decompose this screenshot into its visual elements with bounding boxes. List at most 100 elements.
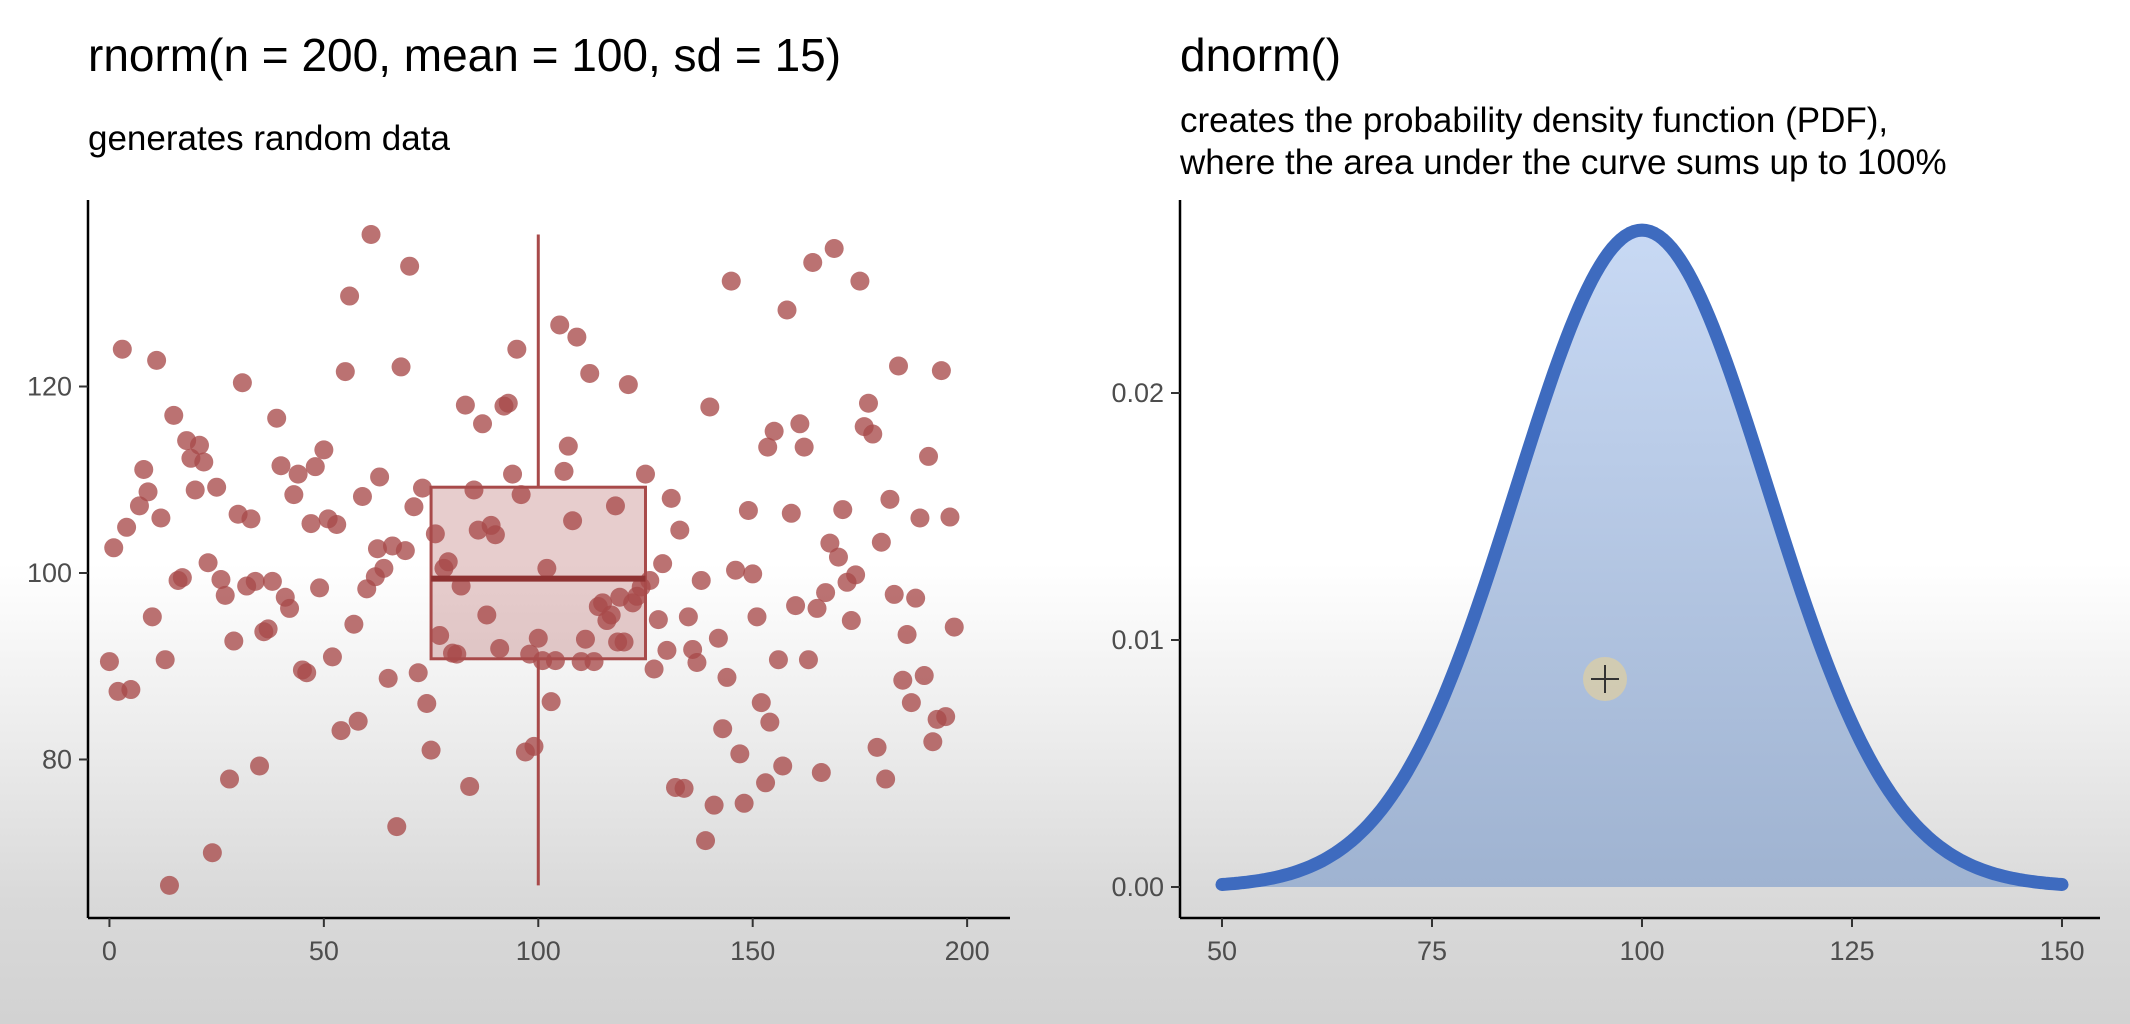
scatter-point [340,286,360,306]
scatter-point [284,485,304,505]
scatter-point [112,339,132,359]
scatter-point [404,497,424,517]
scatter-point [756,773,776,793]
scatter-point [305,457,325,477]
left-x-tick-label: 50 [309,936,339,966]
scatter-point [919,446,939,466]
scatter-point [608,632,628,652]
scatter-point [524,736,544,756]
scatter-point [807,598,827,618]
scatter-point [653,554,673,574]
scatter-point [648,610,668,630]
scatter-point [408,663,428,683]
scatter-point [117,517,137,537]
scatter-point [262,571,282,591]
scatter-point [764,421,784,441]
scatter-point [889,356,909,376]
scatter-point [430,625,450,645]
scatter-point [511,485,531,505]
scatter-point [507,339,527,359]
scatter-point [863,424,883,444]
scatter-point [211,570,231,590]
scatter-point [327,514,347,534]
scatter-point [734,793,754,813]
scatter-point [678,607,698,627]
scatter-point [833,500,853,520]
scatter-point [159,875,179,895]
scatter-point [134,459,154,479]
scatter-point [455,395,475,415]
scatter-point [425,524,445,544]
scatter-point [786,596,806,616]
scatter-point [215,585,235,605]
scatter-point [897,625,917,645]
scatter-point [438,552,458,572]
scatter-point [580,363,600,383]
scatter-point [768,650,788,670]
scatter-point [876,769,896,789]
scatter-point [661,488,681,508]
scatter-point [575,629,595,649]
scatter-point [567,327,587,347]
scatter-point [906,588,926,608]
scatter-point [944,617,964,637]
scatter-point [378,668,398,688]
scatter-point [901,693,921,713]
scatter-point [936,707,956,727]
scatter-point [940,507,960,527]
scatter-point [910,508,930,528]
scatter-point [773,756,793,776]
right-y-tick-label: 0.02 [1111,378,1164,408]
scatter-point [464,480,484,500]
scatter-point [99,652,119,672]
scatter-point [584,652,604,672]
left-y-tick-label: 100 [27,558,72,588]
scatter-point [142,607,162,627]
right-chart-title: dnorm() [1180,29,1342,81]
scatter-point [670,520,690,540]
scatter-point [387,817,407,837]
scatter-point [297,663,317,683]
scatter-point [717,667,737,687]
scatter-point [867,737,887,757]
left-x-tick-label: 200 [945,936,990,966]
scatter-point [803,252,823,272]
right-chart-subtitle-line2: where the area under the curve sums up t… [1180,143,1947,182]
scatter-point [258,619,278,639]
scatter-point [537,558,557,578]
scatter-point [554,461,574,481]
scatter-point [412,478,432,498]
scatter-point [931,361,951,381]
scatter-point [657,640,677,660]
scatter-point [400,256,420,276]
scatter-point [121,680,141,700]
density-area [1222,230,2062,888]
scatter-point [747,607,767,627]
left-x-tick-label: 150 [730,936,775,966]
scatter-point [674,778,694,798]
scatter-point [245,571,265,591]
scatter-point [348,711,368,731]
scatter-point [760,712,780,732]
scatter-point [301,514,321,534]
right-y-tick-label: 0.01 [1111,625,1164,655]
scatter-point [914,666,934,686]
scatter-point [280,598,300,618]
scatter-point [550,315,570,335]
scatter-point [207,477,227,497]
scatter-point [485,525,505,545]
scatter-point [417,694,437,714]
scatter-point [635,464,655,484]
scatter-point [545,651,565,671]
scatter-point [202,843,222,863]
scatter-point [473,414,493,434]
scatter-point [871,532,891,552]
scatter-point [713,719,733,739]
scatter-point [361,225,381,245]
scatter-point [820,533,840,553]
scatter-point [164,405,184,425]
scatter-point [322,647,342,667]
scatter-point [758,437,778,457]
scatter-point [798,650,818,670]
